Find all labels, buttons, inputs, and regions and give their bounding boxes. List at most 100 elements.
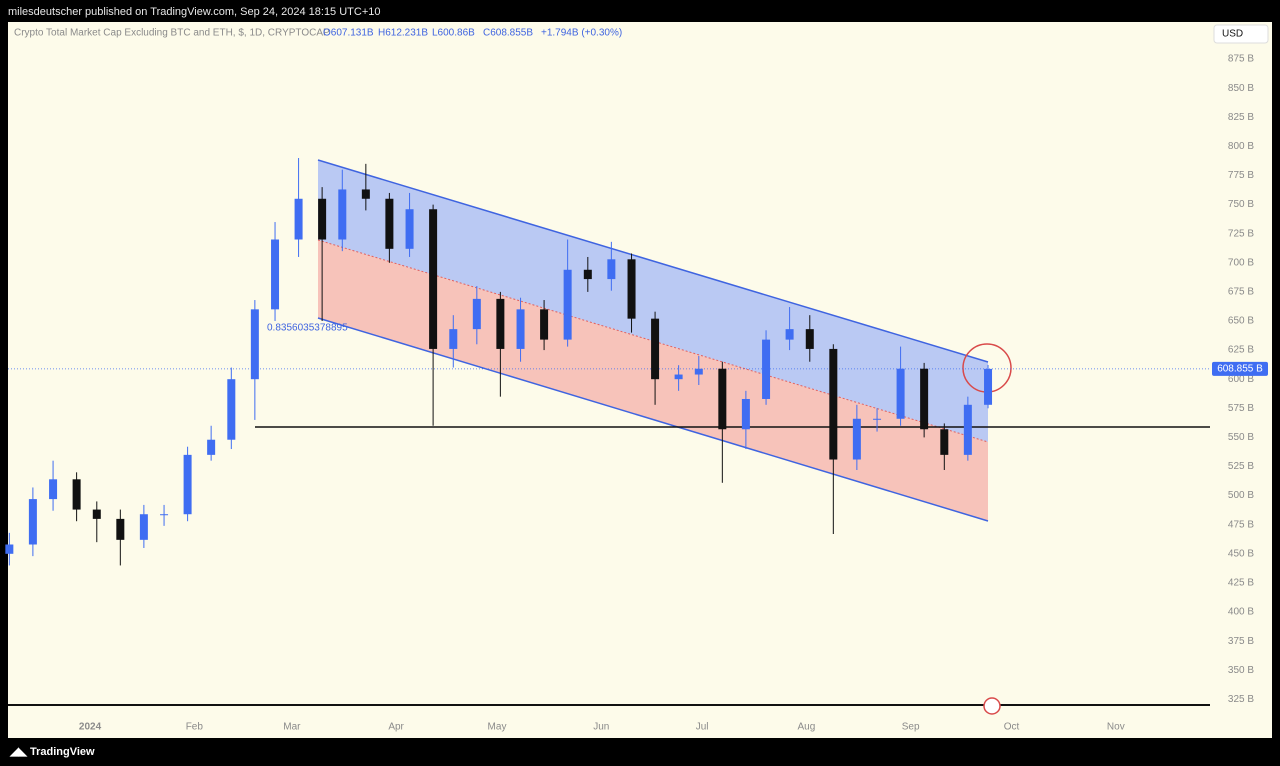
channel-lower [318,240,988,521]
candle-body [116,518,125,540]
candle-body [227,379,236,440]
footer-brand: TradingView [30,746,95,758]
fib-label: 0.8356035378895 [267,323,348,334]
y-tick-label: 800 B [1228,141,1254,152]
x-tick-label: Nov [1107,722,1125,733]
candle-body [385,198,394,249]
y-tick-label: 850 B [1228,83,1254,94]
candle-body [429,209,438,349]
candle-body [5,544,14,554]
y-tick-label: 400 B [1228,607,1254,618]
y-tick-label: 550 B [1228,432,1254,443]
x-tick-label: Jun [593,722,609,733]
candle-body [785,329,794,340]
candle-body [160,514,169,516]
last-price-label: 608.855 B [1217,364,1263,375]
y-tick-label: 675 B [1228,287,1254,298]
candle-body [873,418,882,420]
x-tick-label: Sep [902,722,920,733]
candle-body [472,298,481,330]
currency-button[interactable] [1213,24,1269,44]
candle-body [829,348,838,460]
y-tick-label: 425 B [1228,578,1254,589]
y-tick-label: 525 B [1228,461,1254,472]
y-tick-label: 500 B [1228,490,1254,501]
candle-body [741,398,750,430]
symbol: Crypto Total Market Cap Excluding BTC an… [14,28,330,39]
channel-bottom [317,317,989,522]
ohlc-low: L600.86B [432,28,475,39]
candle-body [920,368,929,430]
y-tick-label: 875 B [1228,54,1254,65]
candle-body [28,499,37,545]
candle-body [207,439,216,455]
y-tick-label: 600 B [1228,374,1254,385]
candle-body [627,259,636,319]
y-tick-label: 475 B [1228,519,1254,530]
candle-body [449,329,458,349]
candle-body [540,309,549,340]
candle-body [183,454,192,515]
y-tick-label: 700 B [1228,257,1254,268]
x-tick-label: Apr [388,722,404,733]
candle-body [984,368,993,405]
candle-body [361,189,370,199]
candle-body [516,309,525,349]
x-tick-label: 2024 [79,722,102,733]
candle-body [940,429,949,455]
last-price-box [1212,361,1268,376]
y-tick-label: 450 B [1228,548,1254,559]
candle-body [896,368,905,419]
ohlc-close: C608.855B [483,28,533,39]
currency-label[interactable]: USD [1222,29,1243,40]
footer-logo: ◢◣ [9,746,27,758]
ohlc-high: H612.231B [378,28,428,39]
legend: Crypto Total Market Cap Excluding BTC an… [14,28,622,39]
candle-body [72,479,81,510]
y-tick-label: 725 B [1228,228,1254,239]
x-tick-label: May [488,722,507,733]
y-tick-label: 625 B [1228,345,1254,356]
ohlc-change: +1.794B (+0.30%) [541,28,622,39]
candle-body [852,418,861,460]
candle-body [92,509,101,519]
x-tick-label: Aug [798,722,816,733]
candle-body [318,198,327,240]
candle-body [963,404,972,455]
candle-body [405,209,414,249]
y-tick-label: 325 B [1228,694,1254,705]
x-tick-label: Feb [186,722,204,733]
candle-body [139,514,148,540]
candle-body [250,309,259,380]
candle-body [762,339,771,399]
candle-body [805,329,814,349]
y-tick-label: 750 B [1228,199,1254,210]
candle-body [49,479,58,500]
candle-body [674,374,683,380]
x-tick-label: Jul [696,722,709,733]
ohlc-open: O607.131B [323,28,374,39]
candle-body [294,198,303,240]
candle-body [583,269,592,280]
candle-body [651,318,660,380]
candle-body [718,368,727,430]
candle-body [271,239,280,310]
y-tick-label: 775 B [1228,170,1254,181]
channel-upper [318,160,988,442]
y-tick-label: 375 B [1228,636,1254,647]
x-tick-label: Oct [1004,722,1020,733]
candle-body [694,368,703,375]
y-tick-label: 350 B [1228,665,1254,676]
y-tick-label: 650 B [1228,316,1254,327]
x-tick-label: Mar [283,722,301,733]
y-tick-label: 825 B [1228,112,1254,123]
event-icon[interactable] [983,697,1001,715]
candle-body [496,298,505,349]
candle-body [607,259,616,280]
channel-top [317,159,989,363]
candle-body [563,269,572,340]
publisher: milesdeutscher published on TradingView.… [8,6,381,18]
candle-body [338,189,347,240]
